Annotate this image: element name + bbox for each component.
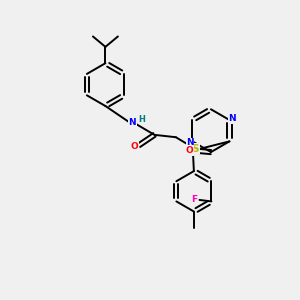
Text: S: S xyxy=(191,143,199,154)
Text: N: N xyxy=(128,118,136,127)
Text: O: O xyxy=(131,142,139,151)
Text: N: N xyxy=(229,114,236,123)
Text: F: F xyxy=(191,195,197,204)
Text: H: H xyxy=(138,115,145,124)
Text: N: N xyxy=(186,138,194,147)
Text: O: O xyxy=(186,146,194,155)
